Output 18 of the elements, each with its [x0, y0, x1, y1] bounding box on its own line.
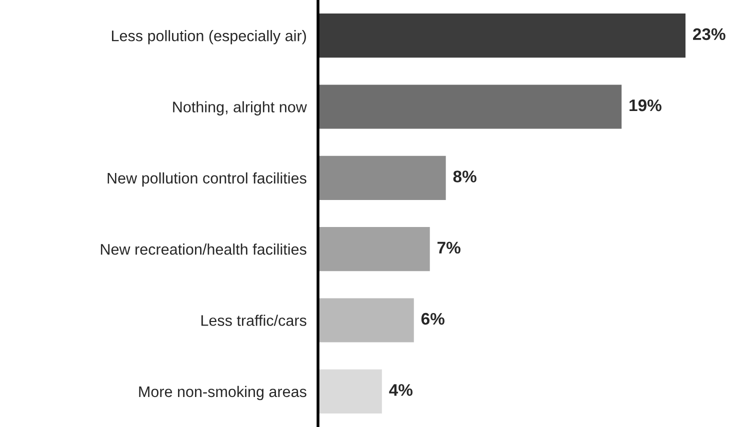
bar [318, 227, 430, 272]
data-label: 6% [421, 312, 444, 325]
data-label: 23% [693, 28, 726, 40]
y-tick-label: Nothing, alright now [173, 101, 307, 116]
data-label: 7% [438, 242, 460, 254]
y-tick-label: Less pollution (especially air) [112, 30, 306, 44]
data-label: 4% [389, 384, 413, 396]
data-label: 19% [630, 99, 662, 112]
bar [318, 298, 414, 342]
data-label: 8% [453, 170, 476, 182]
y-tick-label: Less traffic/cars [201, 314, 306, 326]
bar [318, 84, 622, 129]
bar [318, 369, 382, 414]
y-tick-label: New pollution control facilities [108, 172, 306, 187]
bar [318, 14, 686, 58]
y-tick-label: New recreation/health facilities [100, 244, 306, 255]
bar [318, 156, 446, 200]
y-tick-label: More non-smoking areas [139, 386, 306, 400]
